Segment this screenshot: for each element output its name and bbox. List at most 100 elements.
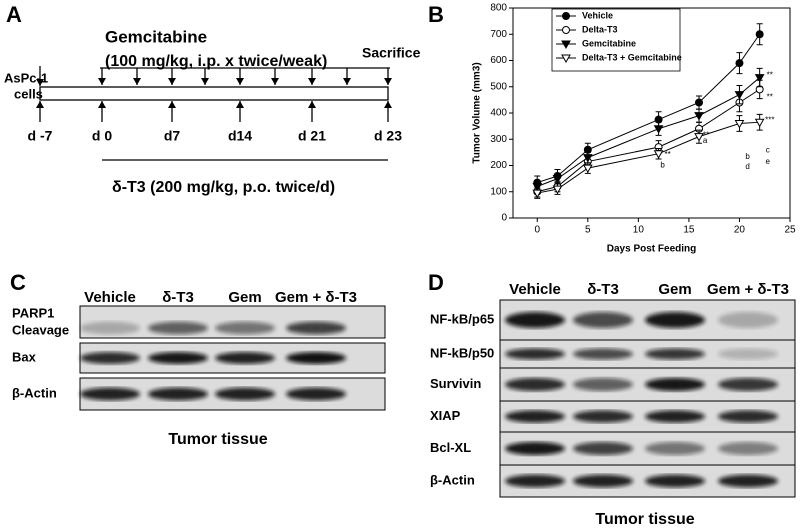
drug: Gemcitabine [105, 27, 207, 46]
timeline-bar [39, 86, 389, 101]
arrow-head [168, 78, 176, 85]
lane-label: Vehicle [84, 289, 136, 306]
band [645, 410, 705, 423]
band [286, 352, 346, 364]
band [573, 312, 633, 328]
y-tick-label: 800 [490, 3, 507, 14]
legend-box [551, 8, 681, 72]
arrow-head [384, 78, 392, 85]
x-tick-label: 20 [734, 225, 746, 236]
y-tick-label: 500 [490, 81, 507, 92]
y-axis-label: Tumor Volume (mm3) [472, 62, 483, 163]
marker [735, 59, 744, 68]
band [718, 410, 778, 423]
annotation: ** [665, 150, 671, 159]
band [645, 348, 705, 360]
blot-c: Vehicle δ-T3 Gem Gem + δ-T3 PARP1 Cleavage Bax… [12, 289, 386, 411]
band [645, 377, 705, 392]
arrow-head [98, 78, 106, 85]
legend-marker [562, 12, 570, 20]
band [718, 348, 778, 360]
y-tick-label: 600 [490, 55, 507, 66]
panel-label: A [6, 2, 22, 27]
annotation: b [660, 160, 665, 169]
arrows [36, 66, 392, 122]
lane-label: δ-T3 [587, 281, 619, 298]
band [718, 474, 778, 488]
day-label: d 21 [298, 128, 326, 144]
band [286, 321, 346, 335]
annotation: c [766, 145, 770, 154]
band [718, 377, 778, 392]
band [718, 441, 778, 456]
lane-label: Gem + δ-T3 [707, 281, 789, 298]
marker [694, 133, 704, 142]
row-label: Survivin [430, 376, 481, 391]
arrow-head [201, 78, 209, 85]
x-axis-label: Days Post Feeding [607, 244, 696, 255]
band [645, 441, 705, 456]
lane-label: Gem [658, 281, 691, 298]
lane-label: δ-T3 [162, 289, 194, 306]
arrow-head [343, 78, 351, 85]
arrow-head [168, 101, 176, 108]
band [573, 348, 633, 360]
lane-label: Vehicle [509, 281, 561, 298]
row-label: NF-kB/p50 [430, 345, 494, 360]
annotation: b [745, 152, 750, 161]
panel-label: B [428, 2, 444, 27]
y-tick-label: 200 [490, 160, 507, 171]
marker [694, 112, 704, 121]
legend-label: Gemcitabine [582, 38, 636, 48]
arrow-head [271, 78, 279, 85]
band [148, 321, 208, 335]
chart: 0 100 200 300 400 500 600 700 800 0 5 10 15 20 25 Days … [472, 3, 796, 255]
arrow-head [36, 101, 44, 108]
annotation: ** [767, 92, 773, 101]
band [215, 387, 275, 401]
cells: cells [14, 86, 43, 101]
marker [695, 98, 704, 107]
band [148, 352, 208, 364]
band [215, 352, 275, 364]
band [573, 410, 633, 423]
arrow-head [236, 78, 244, 85]
annotation: e [766, 157, 771, 166]
row-label: β-Actin [12, 385, 57, 400]
band [505, 348, 565, 360]
row-label: Cleavage [12, 322, 69, 337]
marker [734, 120, 745, 129]
legend-marker [561, 40, 571, 50]
marker [532, 189, 543, 199]
day-label: d7 [164, 128, 181, 144]
panel-label: C [10, 270, 26, 295]
panel-label: D [428, 270, 444, 295]
legend-marker [561, 54, 571, 64]
marker [653, 125, 664, 134]
x-tick-label: 15 [683, 225, 695, 236]
blot-d: Vehicle δ-T3 Gem Gem + δ-T3 NF-kB/p65 NF-kB/p… [430, 281, 796, 498]
band [215, 321, 275, 335]
lane-label: Gem + δ-T3 [275, 289, 357, 306]
annotation: a [703, 136, 708, 145]
band [505, 377, 565, 392]
arrow-head [236, 101, 244, 108]
legend-marker [562, 26, 570, 34]
band [286, 387, 346, 401]
panel-a [39, 67, 390, 161]
band [645, 474, 705, 488]
caption: Tumor tissue [168, 431, 267, 448]
day-label: d 0 [92, 128, 112, 144]
band [505, 410, 565, 423]
caption: Tumor tissue [595, 511, 694, 528]
y-tick-label: 100 [490, 186, 507, 197]
marker [754, 118, 765, 128]
legend-label: Vehicle [582, 10, 613, 20]
drug-dose: (100 mg/kg, i.p. x twice/weak) [105, 53, 327, 70]
day-label: d14 [228, 128, 252, 144]
arrow-head [384, 101, 392, 108]
band [80, 352, 140, 364]
marker [552, 185, 563, 195]
marker [532, 183, 543, 192]
band [505, 312, 565, 328]
